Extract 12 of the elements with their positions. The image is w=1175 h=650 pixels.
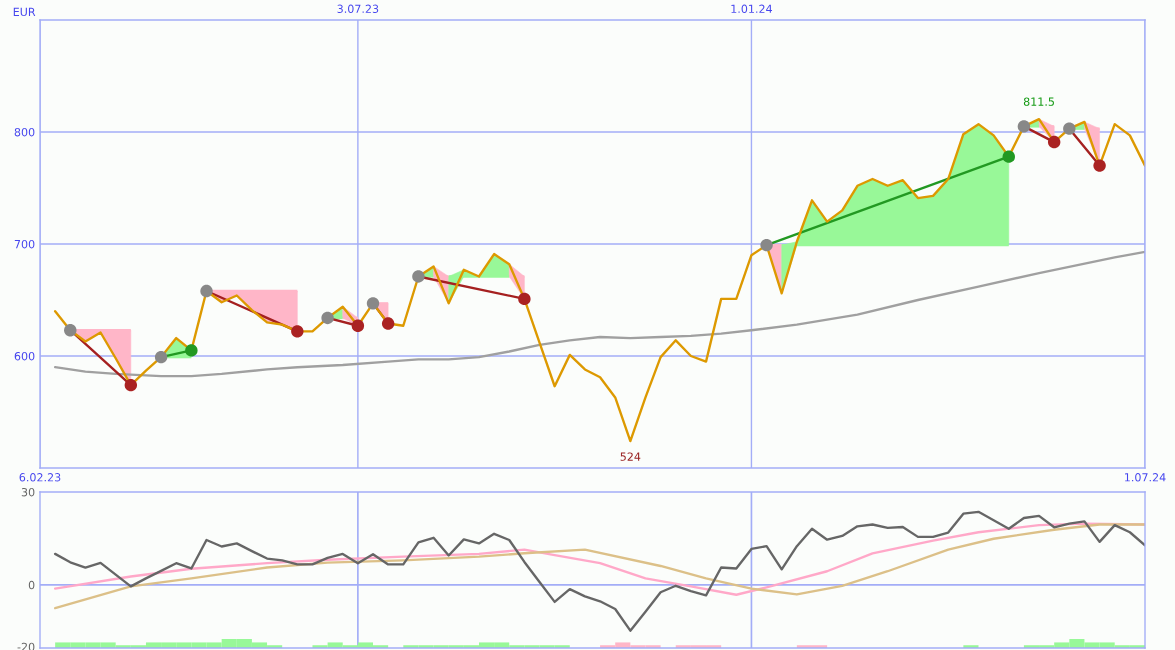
annotation: 524 bbox=[620, 452, 641, 461]
y-tick-label: 700 bbox=[14, 239, 35, 249]
x-tick-label: 1.07.24 bbox=[1125, 473, 1166, 482]
y-axis-title: EUR bbox=[13, 7, 36, 17]
x-tick-label: 6.02.23 bbox=[19, 473, 61, 482]
y-tick-label: 0 bbox=[28, 580, 35, 590]
x2-tick-label: 1.01.24 bbox=[731, 4, 773, 13]
x2-tick-label: 3.07.23 bbox=[337, 4, 379, 13]
annotation: 811.5 bbox=[1023, 97, 1054, 106]
y-tick-label: 600 bbox=[14, 351, 35, 361]
y-tick-label: 800 bbox=[14, 127, 35, 137]
y-tick-label: 30 bbox=[21, 487, 35, 497]
